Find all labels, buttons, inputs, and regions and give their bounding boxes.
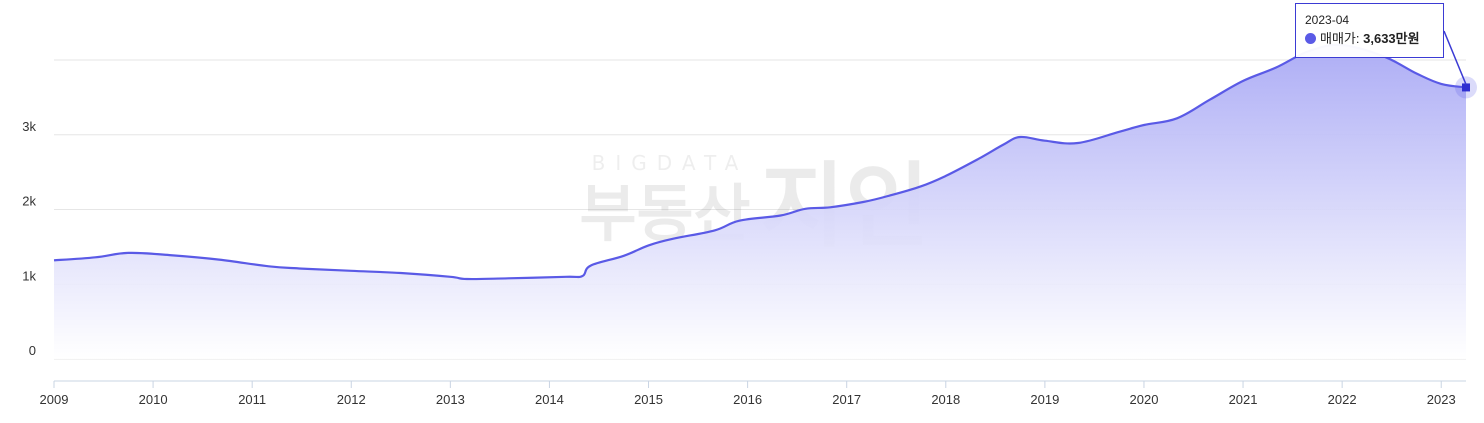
x-tick-label: 2012 bbox=[337, 392, 366, 407]
y-axis: 0 1k 2k 3k bbox=[22, 119, 36, 358]
x-tick-label: 2009 bbox=[40, 392, 69, 407]
x-tick-label: 2014 bbox=[535, 392, 564, 407]
tooltip-connector bbox=[1443, 30, 1467, 85]
x-tick-label: 2020 bbox=[1130, 392, 1159, 407]
x-tick-label: 2023 bbox=[1427, 392, 1456, 407]
chart-tooltip: 2023-04 매매가: 3,633만원 bbox=[1295, 3, 1444, 58]
series-line bbox=[53, 43, 1467, 281]
watermark-top-text: BIGDATA bbox=[592, 151, 749, 175]
y-tick-label: 3k bbox=[22, 119, 36, 134]
x-tick-label: 2013 bbox=[436, 392, 465, 407]
x-tick-label: 2018 bbox=[931, 392, 960, 407]
series-area-fill bbox=[54, 44, 1466, 360]
series-dot-icon bbox=[1305, 33, 1316, 44]
hover-marker bbox=[1443, 30, 1477, 99]
y-tick-label: 1k bbox=[22, 268, 36, 283]
x-tick-label: 2021 bbox=[1229, 392, 1258, 407]
x-axis-labels: 2009 2010 2011 2012 2013 2014 2015 2016 2017 2018… bbox=[40, 392, 1456, 407]
y-tick-label: 0 bbox=[29, 343, 36, 358]
x-tick-label: 2015 bbox=[634, 392, 663, 407]
tooltip-value: 3,633만원 bbox=[1363, 31, 1420, 46]
y-tick-label: 2k bbox=[22, 194, 36, 209]
x-tick-label: 2016 bbox=[733, 392, 762, 407]
x-tick-label: 2019 bbox=[1030, 392, 1059, 407]
x-tick-label: 2011 bbox=[238, 392, 266, 407]
tooltip-row: 매매가: 3,633만원 bbox=[1305, 30, 1434, 48]
data-point-marker bbox=[1462, 83, 1470, 92]
tooltip-label: 매매가: bbox=[1320, 31, 1360, 46]
x-tick-label: 2010 bbox=[139, 392, 168, 407]
x-axis bbox=[53, 380, 1466, 388]
tooltip-date: 2023-04 bbox=[1305, 13, 1350, 27]
x-tick-label: 2022 bbox=[1328, 392, 1357, 407]
x-tick-label: 2017 bbox=[832, 392, 861, 407]
